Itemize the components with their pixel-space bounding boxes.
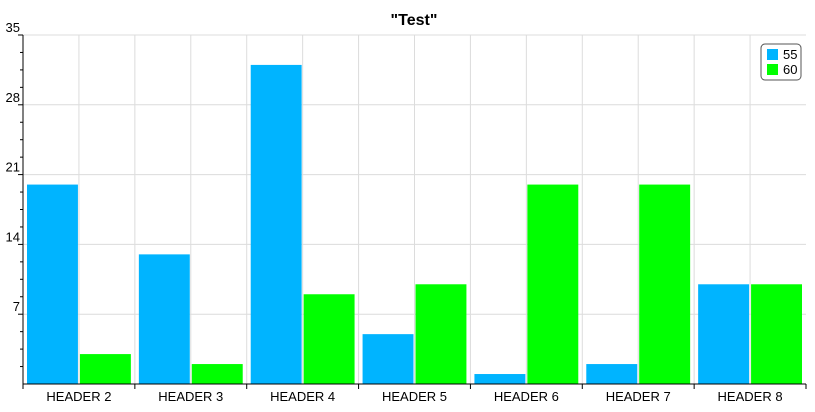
x-tick-label: HEADER 7 [606, 389, 671, 404]
bar-55-header-6 [474, 374, 526, 384]
bar-60-header-4 [303, 294, 355, 384]
bar-60-header-7 [639, 184, 691, 384]
axes: 7 14 21 28 35 HEADER 2 HEADER 3 HEADER 4 HEADER … [6, 20, 807, 404]
y-tick-label: 35 [6, 20, 20, 35]
x-tick-label: HEADER 6 [494, 389, 559, 404]
bars [27, 64, 802, 385]
x-tick-label: HEADER 2 [46, 389, 111, 404]
legend-swatch [767, 49, 778, 60]
legend-label: 55 [783, 47, 797, 62]
x-tick-label: HEADER 3 [158, 389, 223, 404]
bar-55-header-3 [138, 254, 190, 384]
bar-55-header-5 [362, 334, 414, 384]
bar-55-header-8 [698, 284, 750, 384]
legend-swatch [767, 64, 778, 75]
y-tick-label: 28 [6, 90, 20, 105]
y-tick-label: 14 [6, 229, 20, 244]
x-tick-label: HEADER 8 [718, 389, 783, 404]
x-tick-label: HEADER 4 [270, 389, 335, 404]
y-tick-label: 21 [6, 160, 20, 175]
bar-60-header-3 [191, 364, 243, 384]
bar-55-header-4 [250, 64, 302, 385]
bar-55-header-2 [27, 184, 78, 384]
legend-label: 60 [783, 62, 797, 77]
x-tick-label: HEADER 5 [382, 389, 447, 404]
bar-60-header-2 [79, 354, 131, 384]
bar-60-header-6 [527, 184, 579, 384]
chart-title: "Test" [391, 12, 438, 29]
bar-60-header-8 [751, 284, 802, 384]
grid [23, 34, 806, 384]
bar-60-header-5 [415, 284, 467, 384]
y-tick-label: 7 [13, 299, 20, 314]
bar-55-header-7 [586, 364, 638, 384]
